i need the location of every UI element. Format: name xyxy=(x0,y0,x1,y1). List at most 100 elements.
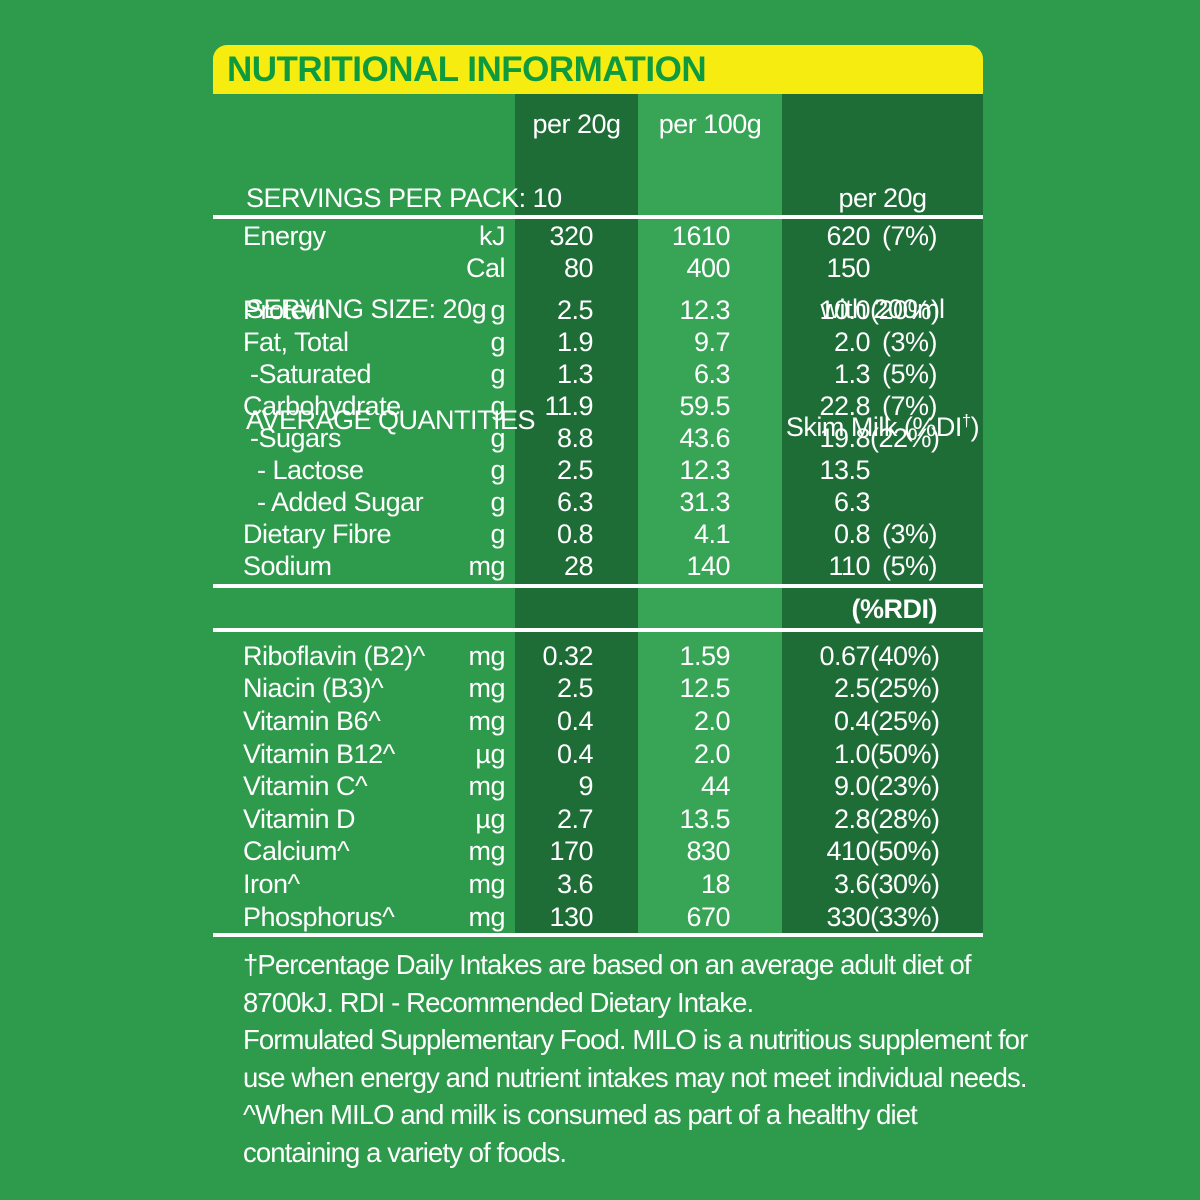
nutrient-unit: mg xyxy=(468,901,505,932)
daily-intake-percent: (7%) xyxy=(881,220,938,251)
nutrient-label: Vitamin C^ xyxy=(243,771,368,802)
value-per-20g: 3.6 xyxy=(556,868,594,899)
value-with-milk: 22.8 xyxy=(819,390,870,421)
value-per-100g: 1.59 xyxy=(679,640,730,671)
value-with-milk: 2.0 xyxy=(833,326,871,357)
value-with-milk: 9.0 xyxy=(833,771,871,802)
daily-intake-percent: (40%) xyxy=(870,640,940,671)
nutrient-unit: g xyxy=(490,326,505,357)
value-per-20g: 2.5 xyxy=(556,673,594,704)
table-row: Fat, Total g 1.9 9.7 2.0 (3%) xyxy=(213,326,983,358)
value-per-100g: 9.7 xyxy=(693,326,731,357)
value-per-20g: 0.4 xyxy=(556,705,594,736)
value-per-100g: 13.5 xyxy=(679,803,730,834)
value-with-milk: 2.8 xyxy=(833,803,871,834)
daily-intake-percent: (20%) xyxy=(870,294,940,325)
value-with-milk: 0.8 xyxy=(833,518,871,549)
macro-nutrient-table: Energy kJ 320 1610 620 (7%) Cal 80 400 1… xyxy=(213,220,983,582)
value-with-milk: 6.3 xyxy=(833,486,871,517)
nutrient-unit: mg xyxy=(468,640,505,671)
table-row: Niacin (B3)^ mg 2.5 12.5 2.5 (25%) xyxy=(213,673,983,706)
nutrient-label: Sodium xyxy=(243,550,332,581)
value-per-20g: 28 xyxy=(563,550,594,581)
value-per-100g: 6.3 xyxy=(693,358,731,389)
value-per-100g: 43.6 xyxy=(679,422,730,453)
footnote-line: 8700kJ. RDI - Recommended Dietary Intake… xyxy=(243,986,754,1018)
daily-intake-percent: (3%) xyxy=(881,326,938,357)
divider-above-rdi xyxy=(213,584,983,588)
value-with-milk: 10.0 xyxy=(819,294,870,325)
nutrient-unit: mg xyxy=(468,868,505,899)
value-per-100g: 2.0 xyxy=(693,705,731,736)
value-with-milk: 1.3 xyxy=(833,358,871,389)
value-per-100g: 670 xyxy=(686,901,730,932)
nutrient-unit: g xyxy=(490,518,505,549)
rdi-section-header: (%RDI) xyxy=(851,594,938,624)
servings-per-pack: SERVINGS PER PACK: 10 xyxy=(246,183,562,213)
nutrient-unit: g xyxy=(490,358,505,389)
nutrient-unit: Cal xyxy=(465,252,506,283)
nutrient-label: Carbohydrate xyxy=(243,390,401,421)
nutrient-label: Phosphorus^ xyxy=(243,901,395,932)
nutrient-label: Vitamin D xyxy=(243,803,356,834)
column-header-per-20g: per 20g xyxy=(532,109,621,139)
value-with-milk: 1.0 xyxy=(833,738,871,769)
nutrient-unit: kJ xyxy=(479,220,506,251)
with-milk-line-2: with 200ml xyxy=(820,294,945,324)
daily-intake-percent: (3%) xyxy=(881,518,938,549)
value-with-milk: 0.67 xyxy=(819,640,870,671)
nutrient-unit: g xyxy=(490,454,505,485)
table-row: Vitamin C^ mg 9 44 9.0 (23%) xyxy=(213,770,983,803)
table-row: Cal 80 400 150 xyxy=(213,252,983,284)
nutrient-label: Calcium^ xyxy=(243,836,350,867)
nutrient-label: -Saturated xyxy=(243,358,372,389)
nutrient-unit: mg xyxy=(468,771,505,802)
table-row: Protein g 2.5 12.3 10.0 (20%) xyxy=(213,294,983,326)
table-row: Carbohydrate g 11.9 59.5 22.8 (7%) xyxy=(213,390,983,422)
nutrient-unit: mg xyxy=(468,836,505,867)
value-per-20g: 11.9 xyxy=(544,390,593,421)
daily-intake-percent: (28%) xyxy=(870,803,940,834)
table-row: Calcium^ mg 170 830 410 (50%) xyxy=(213,836,983,869)
value-per-20g: 9 xyxy=(578,771,593,802)
value-with-milk: 2.5 xyxy=(833,673,871,704)
title-bar: NUTRITIONAL INFORMATION xyxy=(213,45,983,94)
value-per-100g: 4.1 xyxy=(693,518,731,549)
value-per-100g: 12.3 xyxy=(679,454,730,485)
value-with-milk: 150 xyxy=(826,252,870,283)
value-per-20g: 8.8 xyxy=(556,422,594,453)
nutrient-label: - Lactose xyxy=(243,454,364,485)
value-per-20g: 6.3 xyxy=(556,486,594,517)
daily-intake-percent: (5%) xyxy=(881,358,938,389)
value-with-milk: 13.5 xyxy=(819,454,870,485)
divider-below-rdi xyxy=(213,628,983,632)
value-per-20g: 80 xyxy=(563,252,594,283)
nutrient-label: - Added Sugar xyxy=(243,486,424,517)
footnotes-block: †Percentage Daily Intakes are based on a… xyxy=(243,946,1163,1171)
nutrient-unit: g xyxy=(490,294,505,325)
daily-intake-percent: (50%) xyxy=(870,738,940,769)
nutrient-unit: g xyxy=(490,422,505,453)
value-per-100g: 830 xyxy=(686,836,730,867)
vitamin-mineral-table: Riboflavin (B2)^ mg 0.32 1.59 0.67 (40%)… xyxy=(213,640,983,933)
daily-intake-percent: (22%) xyxy=(870,422,940,453)
table-row: -Saturated g 1.3 6.3 1.3 (5%) xyxy=(213,358,983,390)
value-per-20g: 2.7 xyxy=(556,803,594,834)
column-header-per-100g: per 100g xyxy=(658,109,762,139)
nutrient-label: Dietary Fibre xyxy=(243,518,392,549)
value-per-100g: 400 xyxy=(686,252,730,283)
value-with-milk: 620 xyxy=(826,220,870,251)
table-row: - Lactose g 2.5 12.3 13.5 xyxy=(213,454,983,486)
value-per-100g: 140 xyxy=(686,550,730,581)
value-per-20g: 1.3 xyxy=(556,358,594,389)
table-row: Riboflavin (B2)^ mg 0.32 1.59 0.67 (40%) xyxy=(213,640,983,673)
value-per-20g: 170 xyxy=(549,836,593,867)
table-row: Iron^ mg 3.6 18 3.6 (30%) xyxy=(213,868,983,901)
value-with-milk: 19.8 xyxy=(819,422,870,453)
value-with-milk: 0.4 xyxy=(833,705,871,736)
serving-size: SERVING SIZE: 20g xyxy=(246,294,487,324)
nutrient-label: Vitamin B12^ xyxy=(243,738,395,769)
daily-intake-percent: (25%) xyxy=(870,673,940,704)
footnote-line: containing a variety of foods. xyxy=(243,1136,567,1168)
table-row: - Added Sugar g 6.3 31.3 6.3 xyxy=(213,486,983,518)
